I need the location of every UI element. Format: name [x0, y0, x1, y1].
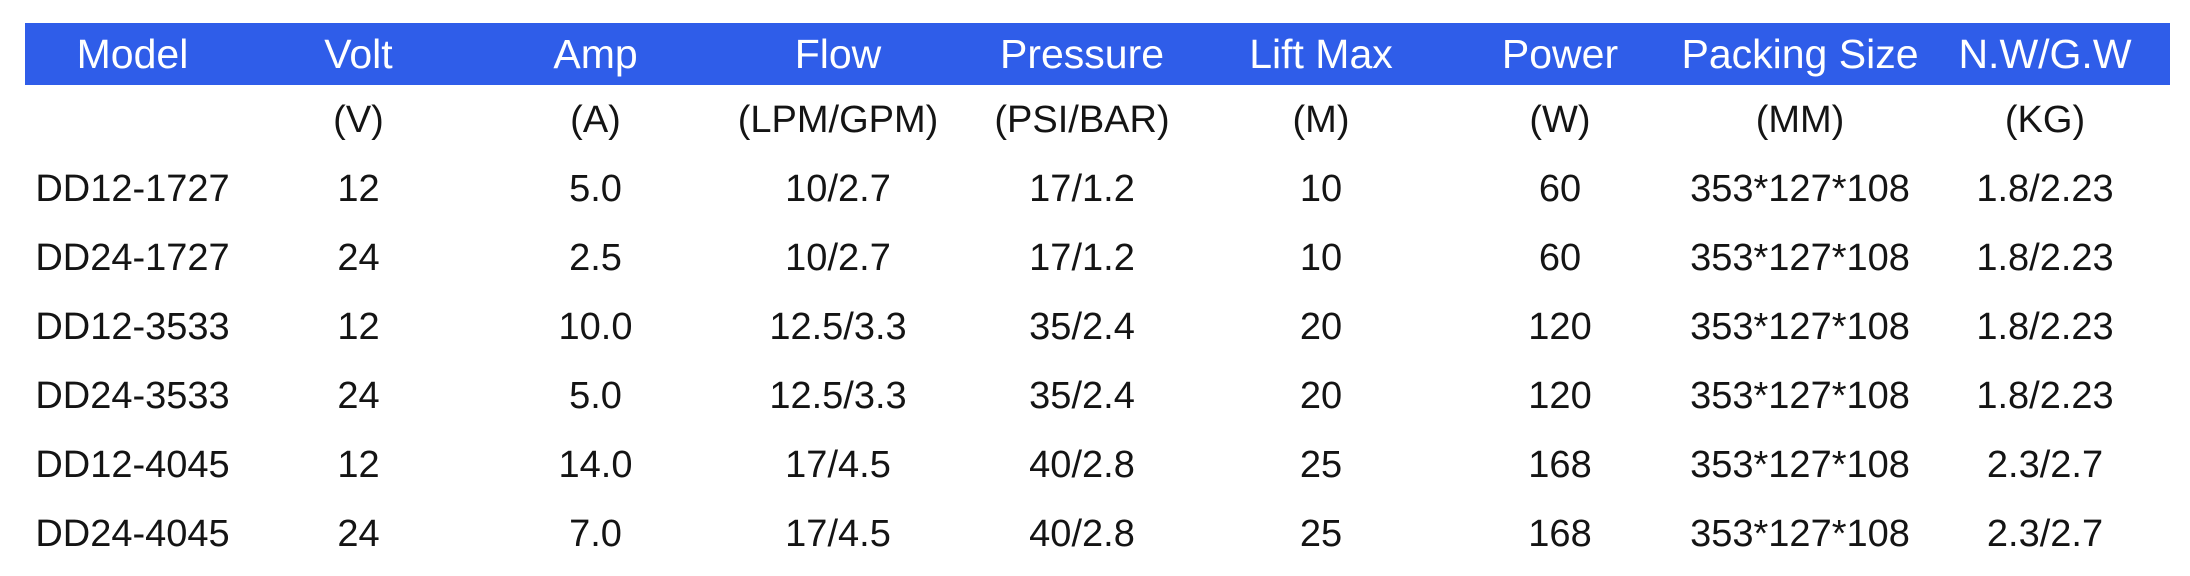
- column-header-power: Power: [1440, 23, 1680, 85]
- cell-lift-max: 25: [1299, 513, 1343, 555]
- cell-volt: 12: [337, 444, 380, 486]
- cell-packing-size: 353*127*108: [1690, 375, 1910, 417]
- units-row: (V) (A) (LPM/GPM) (PSI/BAR) (M) (W) (MM) (KG): [25, 85, 2170, 155]
- cell-flow: 10/2.7: [785, 168, 891, 210]
- cell-flow: 17/4.5: [785, 513, 891, 555]
- cell-pressure: 35/2.4: [1029, 375, 1135, 417]
- cell-amp: 2.5: [569, 237, 622, 279]
- cell-lift-max: 20: [1299, 306, 1343, 348]
- cell-amp: 7.0: [569, 513, 622, 555]
- cell-lift-max: 20: [1299, 375, 1343, 417]
- cell-model: DD12-4045: [35, 444, 230, 486]
- cell-nw-gw: 1.8/2.23: [1976, 306, 2114, 348]
- column-header-packing-size: Packing Size: [1680, 23, 1920, 85]
- table-row-dd12-4045: DD12-4045 12 14.0 17/4.5 40/2.8 25 168 353*127*…: [25, 431, 2170, 500]
- cell-flow: 10/2.7: [785, 237, 891, 279]
- cell-nw-gw: 2.3/2.7: [1986, 513, 2104, 555]
- cell-packing-size: 353*127*108: [1690, 237, 1910, 279]
- cell-nw-gw: 1.8/2.23: [1976, 375, 2114, 417]
- cell-flow: 17/4.5: [785, 444, 891, 486]
- product-spec-table: Model Volt Amp Flow Pressure Lift Max Power Pac…: [25, 23, 2170, 569]
- table-row-dd24-4045: DD24-4045 24 7.0 17/4.5 40/2.8 25 168 353*127*1…: [25, 500, 2170, 569]
- table-row-dd24-1727: DD24-1727 24 2.5 10/2.7 17/1.2 10 60 353*127*10…: [25, 224, 2170, 293]
- column-header-amp: Amp: [477, 23, 714, 85]
- unit-label-power: (W): [1529, 98, 1591, 141]
- cell-model: DD24-3533: [35, 375, 230, 417]
- cell-model: DD12-3533: [35, 306, 230, 348]
- cell-amp: 5.0: [569, 375, 622, 417]
- cell-lift-max: 10: [1299, 168, 1343, 210]
- cell-model: DD24-4045: [35, 513, 230, 555]
- column-header-pressure: Pressure: [962, 23, 1202, 85]
- cell-power: 120: [1528, 375, 1592, 417]
- cell-power: 120: [1528, 306, 1592, 348]
- cell-lift-max: 25: [1299, 444, 1343, 486]
- cell-volt: 24: [337, 237, 380, 279]
- table-row-dd12-3533: DD12-3533 12 10.0 12.5/3.3 35/2.4 20 120 353*12…: [25, 293, 2170, 362]
- cell-volt: 24: [337, 375, 380, 417]
- cell-volt: 12: [337, 306, 380, 348]
- cell-amp: 5.0: [569, 168, 622, 210]
- cell-packing-size: 353*127*108: [1690, 168, 1910, 210]
- unit-label-model: [25, 85, 240, 155]
- cell-model: DD12-1727: [35, 168, 230, 210]
- unit-label-nw-gw: (KG): [2004, 98, 2086, 141]
- table-row-dd24-3533: DD24-3533 24 5.0 12.5/3.3 35/2.4 20 120 353*127…: [25, 362, 2170, 431]
- unit-label-amp: (A): [570, 98, 621, 141]
- column-header-flow: Flow: [714, 23, 962, 85]
- cell-nw-gw: 2.3/2.7: [1986, 444, 2104, 486]
- cell-model: DD24-1727: [35, 237, 230, 279]
- cell-flow: 12.5/3.3: [769, 306, 907, 348]
- unit-label-packing-size: (MM): [1755, 98, 1845, 141]
- cell-amp: 14.0: [558, 444, 633, 486]
- cell-pressure: 40/2.8: [1029, 513, 1135, 555]
- cell-packing-size: 353*127*108: [1690, 444, 1910, 486]
- cell-volt: 12: [337, 168, 380, 210]
- cell-pressure: 17/1.2: [1029, 168, 1135, 210]
- cell-power: 60: [1538, 237, 1582, 279]
- cell-pressure: 40/2.8: [1029, 444, 1135, 486]
- cell-power: 168: [1528, 444, 1592, 486]
- cell-packing-size: 353*127*108: [1690, 513, 1910, 555]
- cell-amp: 10.0: [558, 306, 633, 348]
- cell-nw-gw: 1.8/2.23: [1976, 168, 2114, 210]
- table-row-dd12-1727: DD12-1727 12 5.0 10/2.7 17/1.2 10 60 353*127*10…: [25, 155, 2170, 224]
- cell-power: 60: [1538, 168, 1582, 210]
- cell-pressure: 35/2.4: [1029, 306, 1135, 348]
- cell-power: 168: [1528, 513, 1592, 555]
- column-header-lift-max: Lift Max: [1202, 23, 1440, 85]
- unit-label-flow: (LPM/GPM): [737, 98, 939, 141]
- header-row: Model Volt Amp Flow Pressure Lift Max Power Pac…: [25, 23, 2170, 85]
- column-header-volt: Volt: [240, 23, 477, 85]
- column-header-nw-gw: N.W/G.W: [1920, 23, 2170, 85]
- cell-flow: 12.5/3.3: [769, 375, 907, 417]
- unit-label-lift-max: (M): [1292, 98, 1350, 141]
- cell-lift-max: 10: [1299, 237, 1343, 279]
- unit-label-pressure: (PSI/BAR): [994, 98, 1170, 141]
- cell-pressure: 17/1.2: [1029, 237, 1135, 279]
- column-header-model: Model: [25, 23, 240, 85]
- cell-volt: 24: [337, 513, 380, 555]
- cell-packing-size: 353*127*108: [1690, 306, 1910, 348]
- unit-label-volt: (V): [333, 98, 384, 141]
- cell-nw-gw: 1.8/2.23: [1976, 237, 2114, 279]
